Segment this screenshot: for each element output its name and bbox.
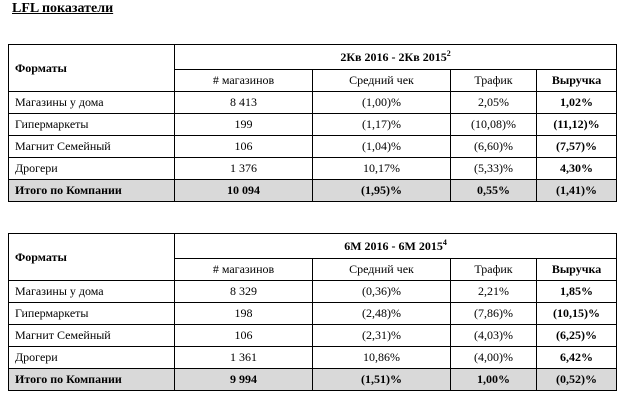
cell-traffic: (7,86)% — [450, 302, 537, 325]
table-row: Магнит Семейный 106 (1,04)% (6,60)% (7,5… — [8, 135, 618, 158]
table-row: Магнит Семейный 106 (2,31)% (4,03)% (6,2… — [8, 324, 618, 347]
row-name: Дрогери — [8, 346, 175, 369]
cell-avg-check: (1,17)% — [312, 113, 451, 136]
cell-revenue: 1,85% — [535, 280, 618, 303]
cell-stores: 198 — [174, 302, 313, 325]
total-revenue: (0,52)% — [535, 368, 618, 391]
cell-stores: 199 — [174, 113, 313, 136]
period-footnote: 4 — [442, 237, 447, 247]
total-name: Итого по Компании — [8, 368, 175, 391]
cell-stores: 1 361 — [174, 346, 313, 369]
table-row: Гипермаркеты 199 (1,17)% (10,08)% (11,12… — [8, 113, 618, 136]
cell-avg-check: 10,17% — [312, 157, 451, 180]
cell-avg-check: (0,36)% — [312, 280, 451, 303]
col-traffic: Трафик — [450, 258, 537, 281]
cell-stores: 8 413 — [174, 91, 313, 114]
total-stores: 9 994 — [174, 368, 313, 391]
total-avg-check: (1,51)% — [312, 368, 451, 391]
col-revenue: Выручка — [535, 69, 618, 92]
total-row: Итого по Компании 9 994 (1,51)% 1,00% (0… — [8, 368, 618, 391]
cell-avg-check: 10,86% — [312, 346, 451, 369]
cell-avg-check: (2,48)% — [312, 302, 451, 325]
cell-revenue: (11,12)% — [535, 113, 618, 136]
col-revenue: Выручка — [535, 258, 618, 281]
total-traffic: 0,55% — [450, 179, 537, 202]
col-traffic: Трафик — [450, 69, 537, 92]
table-header-row: Форматы 6М 2016 - 6М 20154 — [8, 233, 618, 281]
formats-header: Форматы — [8, 233, 175, 281]
table-row: Гипермаркеты 198 (2,48)% (7,86)% (10,15)… — [8, 302, 618, 325]
total-avg-check: (1,95)% — [312, 179, 451, 202]
cell-avg-check: (2,31)% — [312, 324, 451, 347]
lfl-table-6m: Форматы 6М 2016 - 6М 20154 # магазинов С… — [8, 233, 618, 391]
cell-revenue: 6,42% — [535, 346, 618, 369]
period-footnote: 2 — [446, 48, 451, 58]
cell-traffic: (10,08)% — [450, 113, 537, 136]
cell-traffic: (4,00)% — [450, 346, 537, 369]
period-header: 2Кв 2016 - 2Кв 20152 — [173, 44, 618, 70]
table-row: Магазины у дома 8 329 (0,36)% 2,21% 1,85… — [8, 280, 618, 303]
col-stores: # магазинов — [174, 69, 313, 92]
row-name: Гипермаркеты — [8, 113, 175, 136]
formats-header: Форматы — [8, 44, 175, 92]
cell-stores: 106 — [174, 324, 313, 347]
page-title: LFL показатели — [12, 1, 114, 16]
row-name: Гипермаркеты — [8, 302, 175, 325]
col-stores: # магазинов — [174, 258, 313, 281]
table-row: Дрогери 1 361 10,86% (4,00)% 6,42% — [8, 346, 618, 369]
cell-traffic: 2,05% — [450, 91, 537, 114]
period-label: 2Кв 2016 - 2Кв 2015 — [340, 49, 447, 64]
cell-traffic: (5,33)% — [450, 157, 537, 180]
cell-stores: 1 376 — [174, 157, 313, 180]
row-name: Магазины у дома — [8, 280, 175, 303]
row-name: Магазины у дома — [8, 91, 175, 114]
period-header: 6М 2016 - 6М 20154 — [173, 233, 618, 259]
cell-stores: 8 329 — [174, 280, 313, 303]
cell-revenue: (6,25)% — [535, 324, 618, 347]
column-header-row: # магазинов Средний чек Трафик Выручка — [9, 258, 618, 281]
cell-traffic: (4,03)% — [450, 324, 537, 347]
col-avg-check: Средний чек — [312, 258, 451, 281]
table-row: Дрогери 1 376 10,17% (5,33)% 4,30% — [8, 157, 618, 180]
lfl-table-q2: Форматы 2Кв 2016 - 2Кв 20152 # магазинов… — [8, 44, 618, 202]
period-label: 6М 2016 - 6М 2015 — [344, 238, 443, 253]
table-header-row: Форматы 2Кв 2016 - 2Кв 20152 — [8, 44, 618, 92]
total-traffic: 1,00% — [450, 368, 537, 391]
row-name: Магнит Семейный — [8, 135, 175, 158]
cell-traffic: (6,60)% — [450, 135, 537, 158]
total-name: Итого по Компании — [8, 179, 175, 202]
table-row: Магазины у дома 8 413 (1,00)% 2,05% 1,02… — [8, 91, 618, 114]
cell-revenue: 1,02% — [535, 91, 618, 114]
cell-revenue: (7,57)% — [535, 135, 618, 158]
cell-revenue: (10,15)% — [535, 302, 618, 325]
cell-avg-check: (1,04)% — [312, 135, 451, 158]
cell-stores: 106 — [174, 135, 313, 158]
col-avg-check: Средний чек — [312, 69, 451, 92]
cell-revenue: 4,30% — [535, 157, 618, 180]
total-revenue: (1,41)% — [535, 179, 618, 202]
row-name: Магнит Семейный — [8, 324, 175, 347]
cell-traffic: 2,21% — [450, 280, 537, 303]
cell-avg-check: (1,00)% — [312, 91, 451, 114]
row-name: Дрогери — [8, 157, 175, 180]
total-stores: 10 094 — [174, 179, 313, 202]
total-row: Итого по Компании 10 094 (1,95)% 0,55% (… — [8, 179, 618, 202]
